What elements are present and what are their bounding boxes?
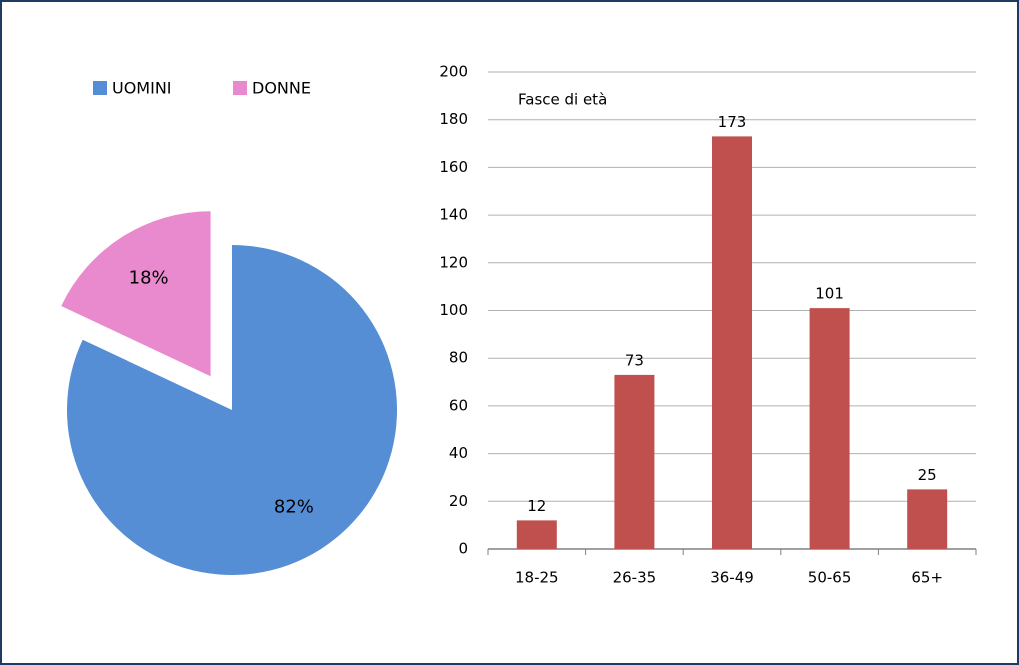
bar [516, 520, 557, 549]
bar [712, 136, 752, 549]
pie-slice [66, 245, 397, 575]
value-label: 25 [918, 466, 937, 484]
x-tick-label: 18-25 [515, 569, 559, 587]
x-tick-label: 50-65 [808, 569, 852, 587]
bar [809, 308, 850, 549]
y-tick-label: 180 [439, 110, 468, 128]
chart-title: Fasce di età [518, 91, 607, 109]
y-tick-label: 20 [449, 492, 468, 510]
value-label: 101 [815, 285, 844, 303]
x-tick-label: 36-49 [710, 569, 754, 587]
y-tick-label: 80 [449, 349, 468, 367]
y-tick-label: 160 [439, 158, 468, 176]
bar [614, 374, 655, 549]
x-tick-label: 65+ [911, 569, 943, 587]
y-tick-label: 0 [458, 540, 468, 558]
value-label: 12 [527, 497, 546, 515]
y-tick-label: 140 [439, 206, 468, 224]
y-tick-label: 40 [449, 444, 468, 462]
pie-slice [61, 211, 211, 377]
y-tick-label: 100 [439, 301, 468, 319]
legend-swatch [93, 81, 107, 95]
legend-label: DONNE [252, 79, 311, 98]
y-tick-label: 200 [439, 63, 468, 81]
legend-swatch [233, 81, 247, 95]
legend-label: UOMINI [112, 79, 172, 98]
y-tick-label: 60 [449, 396, 468, 414]
pie-label: 18% [129, 268, 169, 289]
value-label: 173 [718, 113, 747, 131]
y-tick-label: 120 [439, 253, 468, 271]
x-tick-label: 26-35 [613, 569, 657, 587]
bar [907, 489, 948, 549]
pie-label: 82% [274, 497, 314, 518]
value-label: 73 [625, 351, 644, 369]
